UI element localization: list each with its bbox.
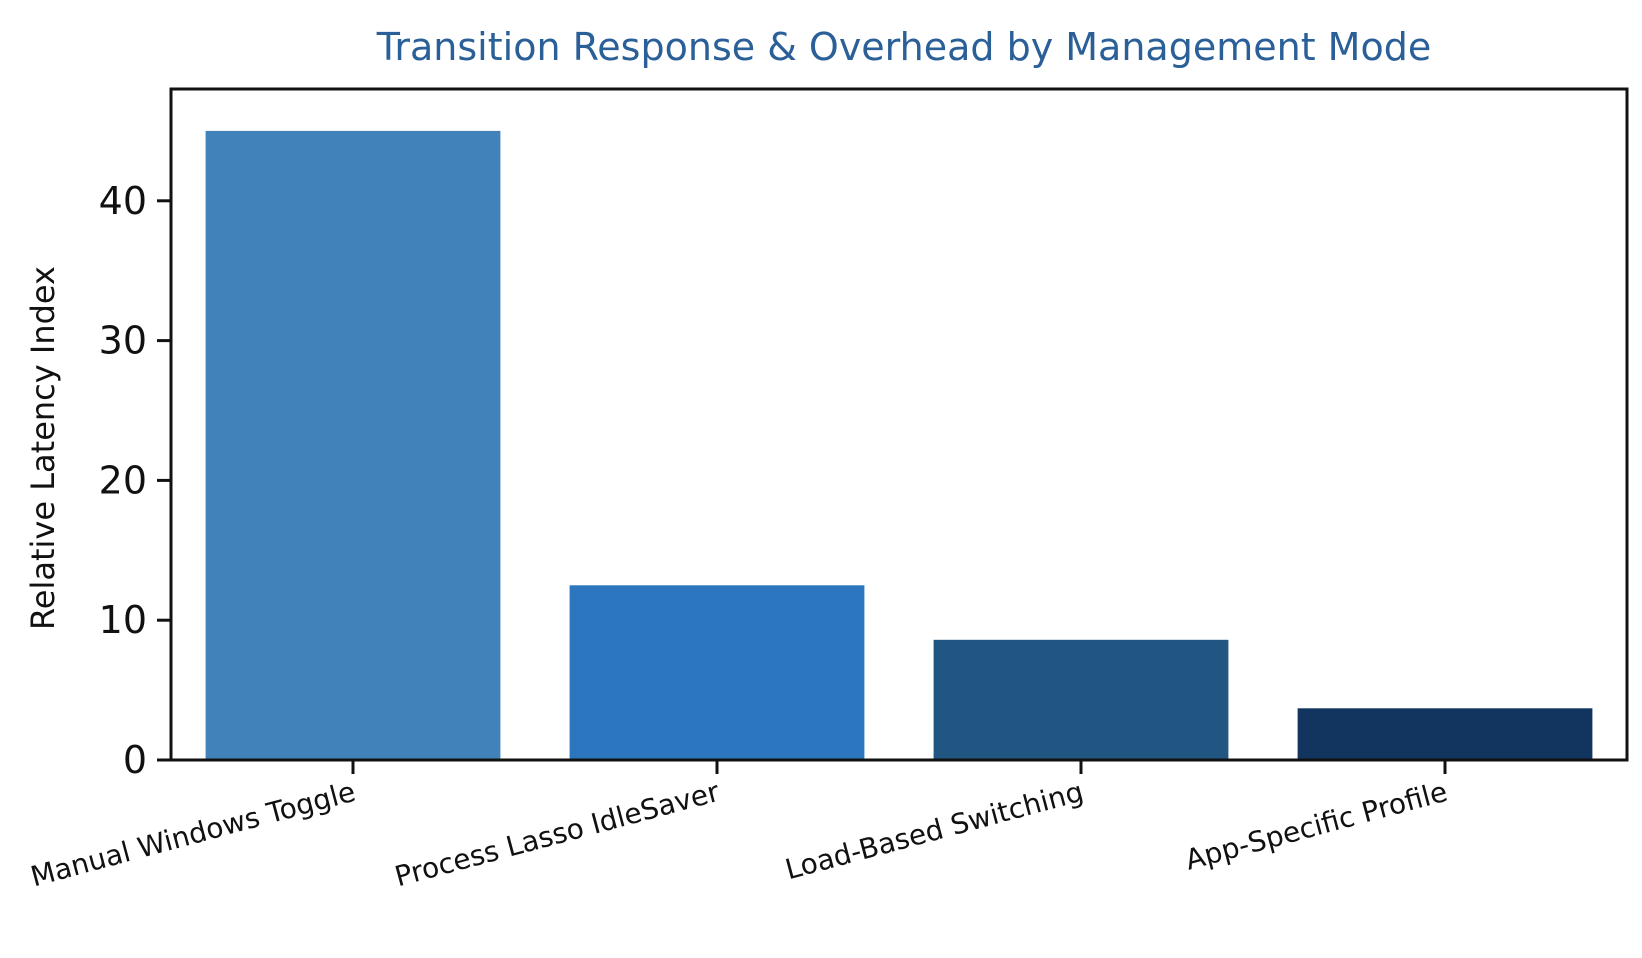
y-tick-label: 40	[99, 179, 147, 223]
y-tick-label: 30	[99, 319, 147, 363]
bar-manual-windows-toggle	[205, 130, 501, 760]
plot-frame	[169, 87, 1629, 762]
bar-app-specific-profile	[1297, 708, 1593, 760]
bars-group	[205, 130, 1593, 760]
x-axis: Manual Windows Toggle Process Lasso IdleS…	[27, 760, 1451, 893]
y-tick-label: 0	[123, 738, 147, 782]
x-tick-label: Manual Windows Toggle	[27, 775, 359, 893]
x-tick-label: Process Lasso IdleSaver	[391, 775, 723, 894]
bar-load-based-switching	[933, 639, 1229, 760]
y-tick-label: 20	[99, 458, 147, 502]
chart-title: Transition Response & Overhead by Manage…	[376, 25, 1431, 69]
x-tick-label: Load-Based Switching	[782, 775, 1087, 886]
y-axis: 0 10 20 30 40	[99, 179, 171, 782]
x-tick-label: App-Specific Profile	[1182, 775, 1451, 877]
y-tick-label: 10	[99, 598, 147, 642]
y-axis-label: Relative Latency Index	[24, 266, 62, 630]
bar-process-lasso-idlesaver	[569, 585, 865, 760]
